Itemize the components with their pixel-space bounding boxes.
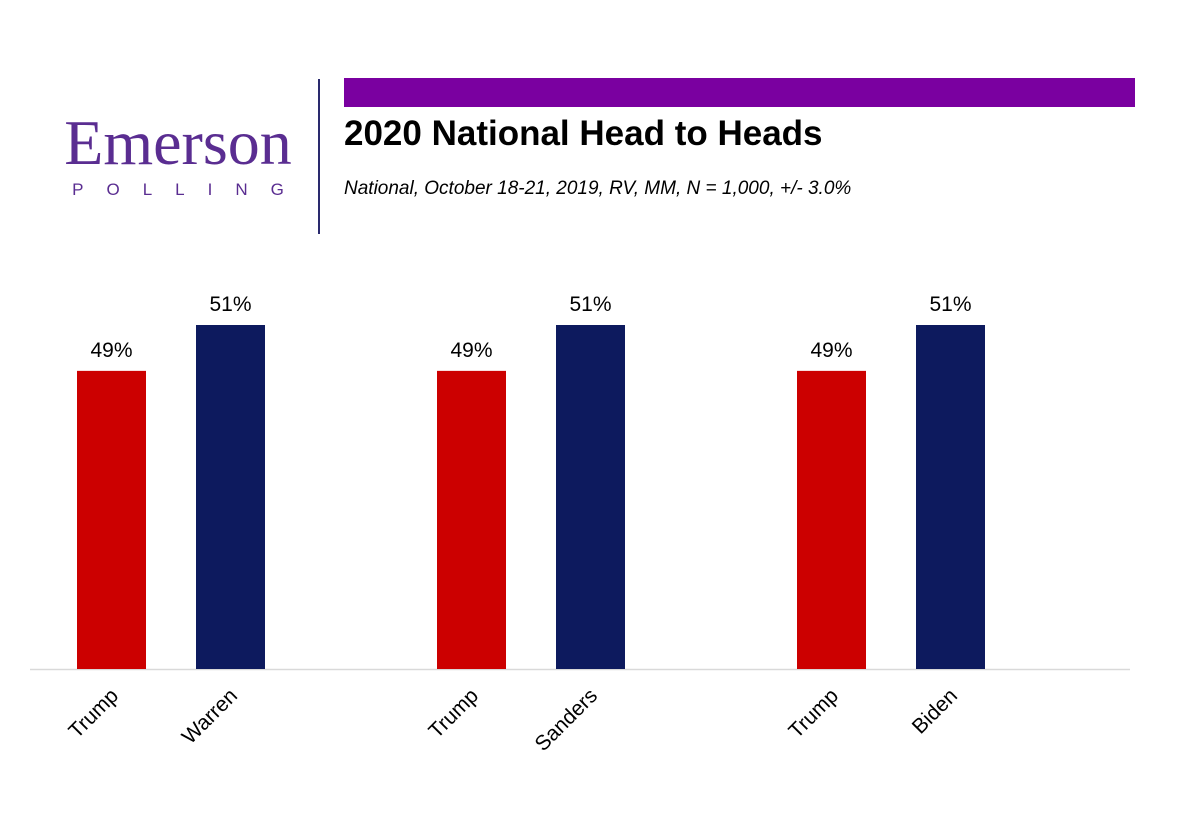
category-label: Biden bbox=[908, 684, 962, 738]
bar-trump-0 bbox=[77, 370, 146, 669]
logo-subtitle: POLLING bbox=[72, 180, 307, 199]
category-label: Warren bbox=[178, 684, 242, 748]
data-label: 49% bbox=[450, 339, 492, 362]
header-divider bbox=[318, 79, 320, 234]
bar-biden-5 bbox=[916, 325, 985, 669]
data-label: 51% bbox=[929, 293, 971, 316]
bar-trump-2 bbox=[437, 370, 506, 669]
logo-name: Emerson bbox=[64, 107, 292, 178]
chart-subtitle: National, October 18-21, 2019, RV, MM, N… bbox=[344, 178, 852, 199]
data-label: 51% bbox=[569, 293, 611, 316]
bar-warren-1 bbox=[196, 325, 265, 669]
bar-trump-4 bbox=[797, 370, 866, 669]
bar-sanders-3 bbox=[556, 325, 625, 669]
chart-title: 2020 National Head to Heads bbox=[344, 114, 823, 153]
accent-bar bbox=[344, 78, 1135, 107]
data-label: 49% bbox=[810, 339, 852, 362]
emerson-polling-logo: Emerson POLLING bbox=[48, 108, 308, 200]
category-label: Sanders bbox=[530, 684, 602, 756]
category-label: Trump bbox=[784, 684, 843, 743]
category-label: Trump bbox=[64, 684, 123, 743]
data-label: 49% bbox=[90, 339, 132, 362]
data-label: 51% bbox=[209, 293, 251, 316]
category-label: Trump bbox=[424, 684, 483, 743]
